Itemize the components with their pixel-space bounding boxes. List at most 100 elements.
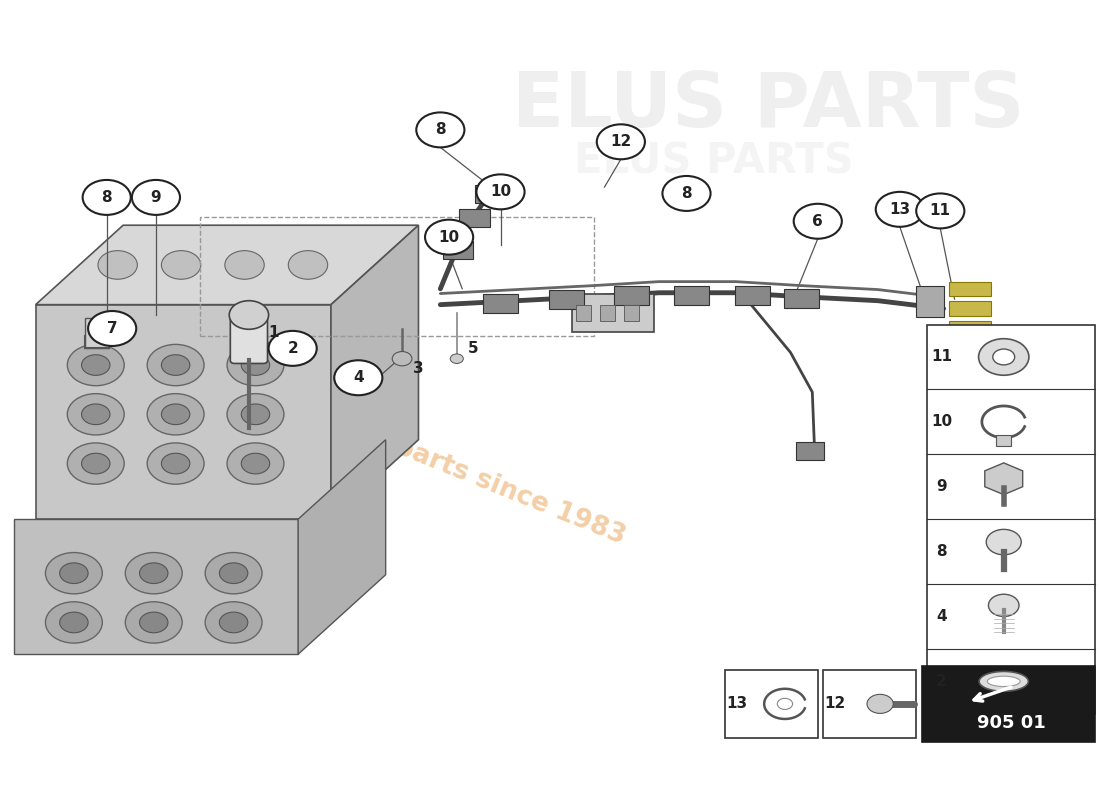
- Circle shape: [132, 180, 180, 215]
- Polygon shape: [984, 463, 1023, 494]
- Bar: [483, 294, 518, 313]
- Bar: [601, 305, 615, 321]
- Text: 2: 2: [287, 341, 298, 356]
- Circle shape: [241, 454, 270, 474]
- Circle shape: [59, 563, 88, 583]
- Bar: [725, 670, 817, 738]
- Circle shape: [227, 443, 284, 484]
- Circle shape: [778, 698, 793, 710]
- Text: 11: 11: [930, 203, 950, 218]
- Text: 9: 9: [151, 190, 162, 205]
- Circle shape: [794, 204, 842, 238]
- Circle shape: [876, 192, 924, 227]
- Bar: [997, 435, 1011, 446]
- Circle shape: [206, 602, 262, 643]
- Text: ELUS PARTS: ELUS PARTS: [574, 141, 854, 182]
- Bar: [927, 325, 1094, 714]
- Bar: [784, 289, 818, 308]
- Circle shape: [206, 553, 262, 594]
- Bar: [949, 282, 991, 296]
- Bar: [442, 241, 473, 258]
- Circle shape: [45, 553, 102, 594]
- Circle shape: [82, 180, 131, 215]
- Text: 8: 8: [936, 544, 947, 559]
- Bar: [459, 210, 490, 227]
- Circle shape: [993, 349, 1014, 365]
- Polygon shape: [298, 440, 386, 654]
- Circle shape: [227, 344, 284, 386]
- Bar: [949, 322, 991, 336]
- FancyArrowPatch shape: [975, 687, 1011, 701]
- Circle shape: [67, 344, 124, 386]
- Text: 12: 12: [825, 696, 846, 711]
- Text: 13: 13: [726, 696, 747, 711]
- Circle shape: [98, 250, 138, 279]
- Polygon shape: [331, 226, 418, 519]
- Text: 8: 8: [681, 186, 692, 201]
- Circle shape: [147, 344, 205, 386]
- Polygon shape: [13, 519, 298, 654]
- Circle shape: [867, 694, 893, 714]
- Circle shape: [67, 443, 124, 484]
- Circle shape: [147, 443, 205, 484]
- Text: 5: 5: [468, 341, 478, 356]
- Circle shape: [125, 553, 183, 594]
- Text: 10: 10: [931, 414, 952, 430]
- Text: 4: 4: [936, 609, 947, 624]
- Text: 2: 2: [936, 674, 947, 689]
- Circle shape: [416, 113, 464, 147]
- Bar: [475, 186, 506, 203]
- Circle shape: [147, 394, 205, 435]
- Circle shape: [288, 250, 328, 279]
- Text: 6: 6: [813, 214, 823, 229]
- Circle shape: [162, 250, 201, 279]
- Circle shape: [88, 311, 136, 346]
- Circle shape: [67, 394, 124, 435]
- FancyBboxPatch shape: [230, 316, 267, 363]
- Circle shape: [81, 354, 110, 375]
- Circle shape: [393, 351, 411, 366]
- Bar: [614, 286, 649, 306]
- Text: 10: 10: [490, 184, 512, 199]
- Bar: [85, 318, 109, 348]
- Bar: [916, 286, 944, 317]
- Circle shape: [989, 594, 1019, 617]
- Circle shape: [81, 404, 110, 425]
- Bar: [922, 666, 1094, 742]
- Bar: [674, 286, 710, 305]
- Bar: [823, 670, 916, 738]
- Text: 11: 11: [931, 350, 952, 365]
- Circle shape: [229, 301, 268, 330]
- Circle shape: [241, 404, 270, 425]
- Circle shape: [334, 360, 383, 395]
- Text: 8: 8: [434, 122, 446, 138]
- Circle shape: [268, 331, 317, 366]
- Circle shape: [162, 454, 190, 474]
- Text: a part for parts since 1983: a part for parts since 1983: [251, 377, 629, 550]
- Circle shape: [241, 354, 270, 375]
- Circle shape: [227, 394, 284, 435]
- Circle shape: [162, 404, 190, 425]
- Text: 13: 13: [889, 202, 911, 217]
- Text: 8: 8: [101, 190, 112, 205]
- Text: 905 01: 905 01: [977, 714, 1046, 733]
- Circle shape: [597, 124, 645, 159]
- Text: 10: 10: [439, 230, 460, 245]
- Circle shape: [450, 354, 463, 363]
- Circle shape: [162, 354, 190, 375]
- Bar: [624, 305, 639, 321]
- Text: 3: 3: [412, 361, 424, 376]
- Circle shape: [224, 250, 264, 279]
- Circle shape: [979, 338, 1028, 375]
- Circle shape: [476, 174, 525, 210]
- Bar: [796, 442, 824, 459]
- Text: 1: 1: [268, 325, 279, 340]
- Bar: [949, 302, 991, 316]
- Polygon shape: [35, 226, 418, 305]
- Bar: [549, 290, 584, 309]
- Text: 7: 7: [107, 321, 118, 336]
- Circle shape: [916, 194, 965, 229]
- Circle shape: [125, 602, 183, 643]
- Ellipse shape: [988, 676, 1020, 686]
- Circle shape: [219, 563, 248, 583]
